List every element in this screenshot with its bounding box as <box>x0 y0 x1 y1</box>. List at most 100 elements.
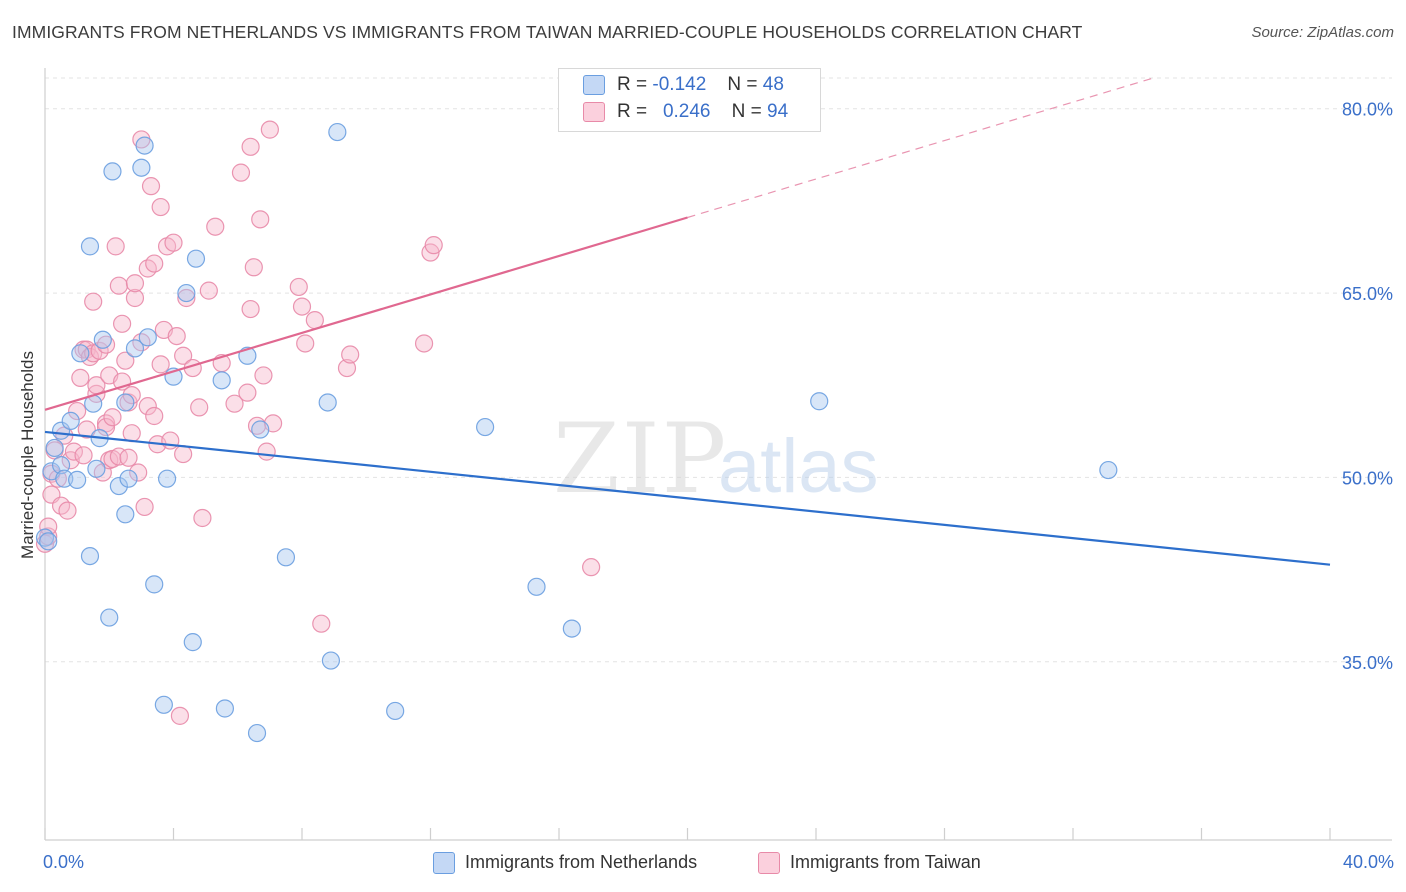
taiwan-point <box>193 508 212 528</box>
taiwan-point <box>337 358 357 378</box>
taiwan-point <box>206 217 225 236</box>
taiwan-point <box>167 326 186 346</box>
taiwan-point <box>238 383 257 402</box>
n-label: N = <box>731 101 762 122</box>
netherlands-point <box>186 249 206 268</box>
taiwan-point <box>231 163 251 182</box>
taiwan-point <box>177 288 196 308</box>
netherlands-point <box>55 469 74 488</box>
y-tick-label: 35.0% <box>1342 653 1393 673</box>
taiwan-point <box>341 345 360 364</box>
taiwan-point <box>582 558 601 577</box>
netherlands-point <box>157 469 177 488</box>
legend-item-netherlands: Immigrants from Netherlands <box>433 852 698 875</box>
netherlands-point <box>212 371 231 390</box>
n-value-taiwan: 94 <box>767 101 789 122</box>
taiwan-point <box>109 447 128 466</box>
taiwan-point <box>48 469 67 488</box>
taiwan-point <box>84 292 103 311</box>
y-tick-label: 80.0% <box>1342 100 1393 120</box>
stats-legend: R = -0.142 N = 48 R = 0.246 N = 94 <box>558 68 821 132</box>
taiwan-point <box>244 258 263 277</box>
taiwan-point <box>77 420 96 439</box>
taiwan-point <box>129 463 148 482</box>
taiwan-point <box>414 334 434 353</box>
trend-lines <box>44 77 1331 566</box>
legend-item-taiwan: Immigrants from Taiwan <box>758 852 981 875</box>
taiwan-point <box>39 517 58 536</box>
taiwan-point <box>174 346 193 365</box>
netherlands-point <box>154 695 173 714</box>
y-tick-label: 50.0% <box>1342 468 1393 488</box>
taiwan-point <box>58 501 77 520</box>
netherlands-point <box>80 546 100 566</box>
legend-row-netherlands: R = -0.142 N = 48 <box>583 74 784 100</box>
taiwan-point <box>174 444 193 464</box>
netherlands-point <box>80 237 100 256</box>
taiwan-point <box>289 277 308 297</box>
netherlands-point <box>527 577 546 596</box>
taiwan-point <box>96 335 116 354</box>
taiwan-point <box>151 355 170 374</box>
netherlands-point <box>251 420 270 439</box>
taiwan-point <box>96 417 116 437</box>
netherlands-point <box>328 122 347 142</box>
watermark-zip: ZIP <box>553 403 728 515</box>
taiwan-legend-swatch <box>758 852 780 875</box>
taiwan-point <box>116 351 135 370</box>
netherlands-point <box>321 651 341 670</box>
taiwan-point <box>125 274 145 293</box>
watermark-atlas: atlas <box>718 424 879 509</box>
x-tick-label-max: 40.0% <box>1342 852 1394 872</box>
gridlines <box>45 77 1392 663</box>
x-tick-label-min: 0.0% <box>43 852 85 872</box>
netherlands-point <box>119 469 138 488</box>
taiwan-trend-dashed <box>687 77 1154 219</box>
taiwan-point <box>424 236 443 255</box>
taiwan-point <box>119 448 138 467</box>
netherlands-point <box>39 532 58 551</box>
taiwan-point <box>71 368 90 387</box>
netherlands-point <box>247 723 267 743</box>
taiwan-points <box>35 120 601 725</box>
y-tick-label: 65.0% <box>1342 284 1393 304</box>
taiwan-point <box>225 394 244 413</box>
legend-row-taiwan: R = 0.246 N = 94 <box>583 101 788 127</box>
r-value-taiwan: 0.246 <box>662 101 711 122</box>
chart-title: IMMIGRANTS FROM NETHERLANDS VS IMMIGRANT… <box>12 22 1083 42</box>
netherlands-point <box>810 392 829 411</box>
taiwan-point <box>112 314 132 333</box>
taiwan-point <box>296 334 315 353</box>
taiwan-point <box>151 197 170 217</box>
netherlands-point <box>116 505 135 524</box>
taiwan-point <box>257 442 276 461</box>
taiwan-point <box>74 446 93 465</box>
netherlands-point <box>138 328 157 347</box>
netherlands-point <box>71 344 90 363</box>
netherlands-legend-swatch <box>433 852 455 875</box>
source-label: Source: ZipAtlas.com <box>1251 24 1394 41</box>
netherlands-swatch <box>583 74 605 95</box>
netherlands-point <box>125 339 145 358</box>
taiwan-point <box>260 120 279 139</box>
taiwan-point <box>103 408 122 427</box>
taiwan-point <box>135 497 154 517</box>
netherlands-points <box>35 122 1118 743</box>
taiwan-point <box>190 398 209 417</box>
netherlands-point <box>1099 460 1118 480</box>
netherlands-point <box>386 701 405 721</box>
taiwan-point <box>305 311 324 330</box>
netherlands-point <box>135 136 154 155</box>
legend-label-netherlands: Immigrants from Netherlands <box>465 852 698 872</box>
netherlands-point <box>100 608 119 627</box>
taiwan-point <box>122 385 141 405</box>
taiwan-point <box>106 237 125 256</box>
taiwan-point <box>312 614 331 633</box>
legend-label-taiwan: Immigrants from Taiwan <box>790 852 981 872</box>
netherlands-point <box>476 417 495 437</box>
taiwan-point <box>241 299 260 319</box>
netherlands-point <box>276 548 296 567</box>
taiwan-point <box>145 406 164 426</box>
netherlands-point <box>45 438 64 458</box>
